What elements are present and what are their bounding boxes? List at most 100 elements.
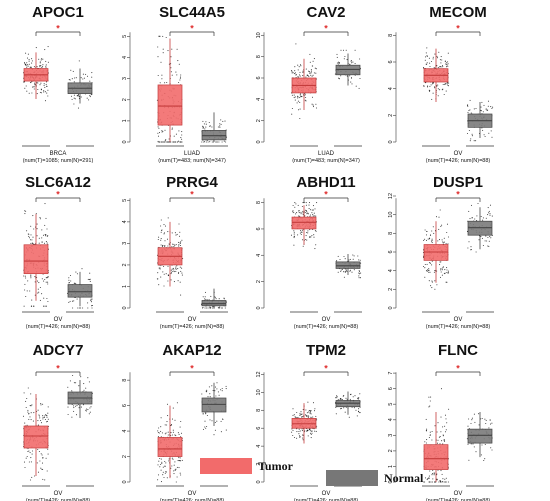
jitter-point	[427, 477, 430, 479]
jitter-point	[302, 70, 304, 72]
jitter-point	[305, 409, 307, 411]
jitter-point	[219, 126, 221, 128]
jitter-point	[35, 213, 37, 215]
jitter-point	[164, 433, 166, 435]
significance-star: *	[56, 364, 60, 374]
jitter-point	[431, 238, 433, 240]
jitter-point	[29, 66, 31, 68]
jitter-point	[157, 140, 159, 142]
y-tick-label: 2	[122, 455, 128, 458]
jitter-point	[179, 472, 181, 474]
y-tick-label: 6	[256, 427, 262, 430]
jitter-point	[72, 307, 74, 309]
jitter-point	[157, 474, 160, 476]
jitter-point	[424, 59, 426, 61]
jitter-point	[445, 418, 447, 420]
jitter-point	[30, 274, 32, 276]
y-tick-label: 6	[388, 387, 394, 390]
jitter-point	[179, 79, 181, 81]
jitter-point	[179, 426, 181, 428]
jitter-point	[178, 235, 181, 237]
legend-tumor-label: Tumor	[258, 458, 293, 473]
jitter-point	[442, 426, 444, 428]
count-label: (num(T)=426; num(N)=88)	[160, 324, 225, 330]
count-label: (num(T)=426; num(N)=88)	[426, 498, 491, 501]
jitter-point	[430, 60, 433, 63]
jitter-point	[42, 457, 44, 459]
jitter-point	[312, 402, 315, 404]
jitter-point	[224, 120, 226, 122]
jitter-point	[31, 60, 33, 62]
tumor-box	[423, 444, 449, 470]
jitter-point	[345, 49, 347, 51]
jitter-point	[355, 409, 357, 411]
jitter-point	[426, 47, 428, 49]
jitter-point	[39, 299, 41, 301]
jitter-point	[302, 408, 304, 411]
jitter-point	[488, 212, 490, 214]
jitter-point	[27, 411, 29, 413]
jitter-point	[39, 66, 41, 68]
jitter-point	[81, 268, 83, 270]
jitter-point	[445, 90, 447, 92]
panel-akap12: AKAP12 0 2 4 6 8 * OV(num(T)=426; num(N)=88)	[122, 342, 228, 501]
jitter-point	[174, 419, 176, 421]
jitter-point	[45, 81, 48, 83]
jitter-point	[30, 305, 32, 307]
jitter-point	[80, 406, 82, 408]
significance-star: *	[324, 364, 328, 374]
jitter-point	[484, 458, 486, 460]
jitter-point	[431, 281, 433, 283]
jitter-point	[76, 273, 78, 275]
jitter-point	[25, 52, 27, 54]
jitter-point	[446, 231, 448, 234]
jitter-point	[202, 127, 204, 129]
jitter-point	[473, 413, 475, 415]
jitter-point	[162, 48, 164, 50]
jitter-point	[471, 419, 473, 421]
jitter-point	[160, 481, 163, 483]
jitter-point	[160, 61, 162, 63]
jitter-point	[336, 395, 338, 398]
jitter-point	[164, 245, 166, 248]
jitter-point	[438, 239, 441, 241]
jitter-point	[441, 440, 443, 442]
jitter-point	[91, 72, 93, 74]
jitter-point	[180, 137, 182, 139]
jitter-point	[312, 60, 314, 62]
jitter-point	[307, 430, 309, 432]
jitter-point	[42, 234, 45, 236]
jitter-point	[37, 88, 39, 91]
jitter-point	[39, 460, 41, 462]
jitter-point	[167, 434, 169, 436]
jitter-point	[43, 297, 45, 299]
y-tick-label: 5	[122, 199, 128, 202]
jitter-point	[429, 85, 431, 87]
jitter-point	[424, 267, 426, 269]
jitter-point	[85, 387, 87, 389]
jitter-point	[46, 85, 48, 87]
jitter-point	[212, 389, 214, 392]
jitter-point	[467, 104, 469, 106]
jitter-point	[436, 442, 439, 444]
jitter-point	[218, 141, 220, 143]
jitter-point	[344, 258, 346, 260]
jitter-point	[442, 481, 444, 483]
jitter-point	[425, 52, 427, 54]
jitter-point	[299, 108, 301, 110]
jitter-point	[295, 416, 297, 418]
jitter-point	[298, 215, 300, 217]
jitter-point	[25, 295, 27, 298]
jitter-point	[305, 235, 307, 237]
jitter-point	[428, 268, 430, 270]
jitter-point	[480, 454, 482, 456]
jitter-point	[438, 228, 440, 230]
jitter-point	[172, 431, 174, 433]
jitter-point	[47, 453, 49, 455]
jitter-point	[205, 307, 207, 309]
jitter-point	[180, 270, 182, 272]
jitter-point	[25, 64, 27, 66]
jitter-point	[39, 217, 41, 219]
jitter-point	[36, 223, 38, 225]
count-label: (num(T)=1085; num(N)=291)	[23, 158, 94, 164]
